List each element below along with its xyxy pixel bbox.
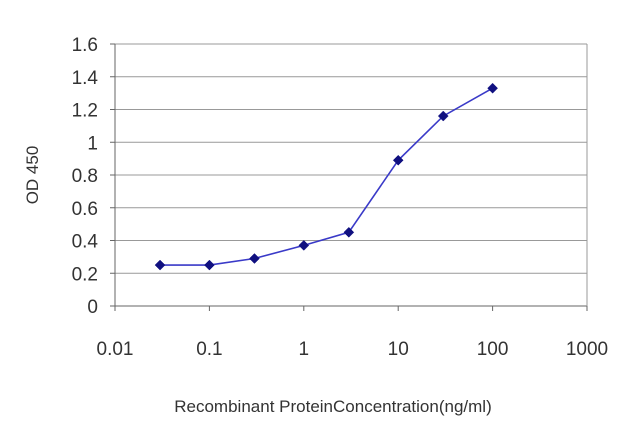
y-tick-label: 1 — [87, 133, 98, 154]
data-point — [249, 253, 260, 264]
data-point — [154, 259, 166, 271]
x-axis-label: Recombinant ProteinConcentration(ng/ml) — [174, 397, 492, 416]
y-tick-label: 0.2 — [72, 264, 98, 285]
y-tick-label: 0.6 — [72, 199, 98, 220]
x-tick-label: 1 — [299, 339, 310, 360]
x-tick-label: 100 — [477, 339, 509, 360]
y-tick-label: 0 — [87, 297, 98, 318]
data-point — [204, 259, 215, 271]
data-point — [392, 154, 404, 166]
x-tick-label: 0.1 — [196, 339, 222, 360]
data-point — [343, 226, 355, 238]
x-tick-label: 1000 — [566, 339, 608, 360]
data-point — [437, 110, 449, 122]
axes — [110, 43, 588, 311]
y-tick-label: 0.4 — [72, 232, 99, 253]
y-tick-label: 1.4 — [72, 68, 99, 89]
y-tick-label: 0.8 — [72, 166, 98, 187]
x-tick-label: 0.01 — [97, 339, 134, 360]
series-group — [154, 82, 498, 271]
y-axis-label: OD 450 — [23, 146, 42, 205]
grid-lines — [115, 43, 587, 274]
data-point — [487, 82, 498, 94]
x-tick-label: 10 — [388, 339, 409, 360]
y-tick-label: 1.2 — [72, 101, 98, 122]
series-line — [160, 87, 493, 266]
x-tick-labels: 0.01 0.1 1 10 100 1000 — [97, 339, 609, 360]
data-point — [298, 240, 310, 251]
y-tick-labels: 0 0.2 0.4 0.6 0.8 1 1.2 1.4 1.6 — [72, 35, 99, 318]
y-tick-label: 1.6 — [72, 35, 98, 56]
